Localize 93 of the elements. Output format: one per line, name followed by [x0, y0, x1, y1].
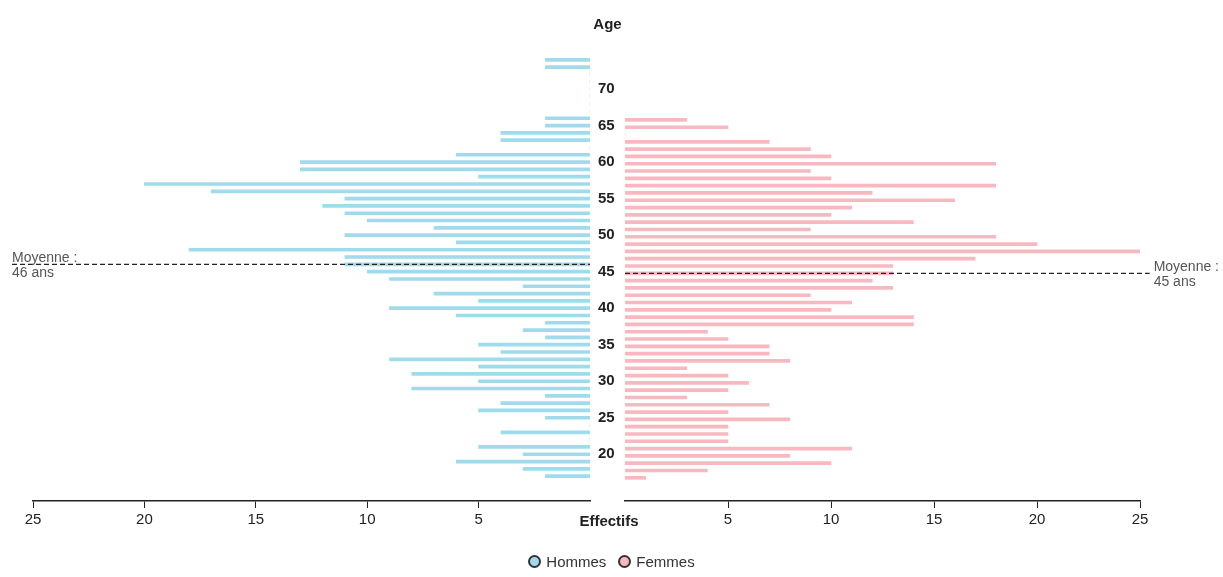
bar — [625, 410, 729, 414]
x-tick-label: 15 — [925, 510, 943, 528]
x-tick-label: 10 — [822, 510, 840, 528]
bar — [625, 432, 729, 436]
bar — [625, 454, 791, 458]
bar — [625, 118, 688, 122]
bar — [625, 307, 832, 312]
bar — [545, 474, 590, 478]
y-tick-label: 65 — [598, 115, 615, 133]
bar — [344, 233, 590, 237]
bar — [545, 58, 590, 62]
bar — [500, 138, 590, 143]
bar — [625, 381, 749, 385]
y-tick-label: 60 — [598, 152, 615, 170]
y-tick-label: 70 — [598, 79, 615, 97]
x-tick-label: 15 — [247, 510, 265, 528]
y-tick-label: 25 — [598, 407, 615, 425]
bar — [625, 147, 811, 151]
bar — [144, 182, 590, 186]
bar — [322, 204, 590, 208]
bar — [389, 306, 590, 310]
bar — [344, 211, 590, 216]
bar — [625, 139, 770, 144]
bar — [545, 415, 590, 420]
bar — [625, 315, 914, 319]
bar — [625, 125, 729, 130]
bar — [625, 329, 708, 334]
x-axis-title: Effectifs — [579, 512, 639, 530]
bar — [389, 277, 590, 281]
bar — [500, 131, 590, 135]
bar — [344, 255, 590, 259]
y-axis-title: Age — [593, 15, 622, 33]
bar — [625, 293, 811, 298]
bar — [625, 161, 997, 166]
bar — [545, 116, 590, 121]
bar — [625, 337, 729, 341]
bar — [478, 299, 590, 303]
bar — [522, 452, 590, 457]
bar — [625, 461, 832, 466]
ref-line-label: Moyenne : 45 ans — [1153, 258, 1219, 290]
y-tick-label: 45 — [598, 261, 615, 279]
bar — [625, 256, 976, 261]
y-tick-label: 55 — [598, 188, 615, 206]
bar — [188, 247, 590, 252]
bar — [625, 475, 646, 480]
bar — [625, 264, 894, 268]
bar — [625, 191, 873, 195]
legend-label: Hommes — [545, 553, 607, 570]
bar — [478, 379, 590, 384]
bar — [389, 357, 590, 362]
y-tick-label: 40 — [598, 298, 615, 316]
bar — [411, 372, 590, 376]
bar — [300, 160, 590, 164]
x-tick-label: 25 — [24, 510, 42, 528]
bar — [625, 234, 997, 239]
bar — [545, 65, 590, 69]
bar — [500, 350, 590, 354]
x-tick-label: 25 — [1131, 510, 1149, 528]
bar — [522, 284, 590, 289]
bar — [522, 467, 590, 471]
bar — [625, 439, 729, 444]
y-tick-label: 30 — [598, 371, 615, 389]
bar — [545, 393, 590, 398]
y-tick-label: 20 — [598, 444, 615, 462]
x-tick-label: 20 — [1028, 510, 1046, 528]
bar — [625, 169, 811, 173]
bar — [478, 174, 590, 179]
bar — [500, 401, 590, 405]
bar — [210, 189, 590, 194]
bar — [455, 152, 590, 157]
bar — [522, 328, 590, 332]
x-tick-label: 5 — [474, 510, 483, 528]
bar — [625, 198, 955, 203]
bar — [625, 359, 791, 363]
bar — [625, 388, 729, 392]
bar — [625, 424, 729, 429]
x-tick-label: 20 — [136, 510, 153, 528]
bar — [625, 286, 894, 290]
legend-label: Femmes — [635, 553, 695, 570]
x-tick-label: 10 — [358, 510, 376, 528]
bar — [478, 445, 590, 449]
bar — [625, 366, 688, 371]
bar — [625, 402, 770, 407]
bar — [625, 220, 914, 224]
y-tick-label: 35 — [598, 334, 615, 352]
bar — [478, 342, 590, 347]
ref-line-label: Moyenne : 46 ans — [12, 249, 78, 281]
bar — [625, 213, 832, 217]
bar — [433, 226, 590, 230]
bar — [625, 242, 1038, 246]
bar — [545, 320, 590, 325]
x-tick-label: 5 — [723, 510, 733, 528]
y-tick-label: 50 — [598, 225, 615, 243]
